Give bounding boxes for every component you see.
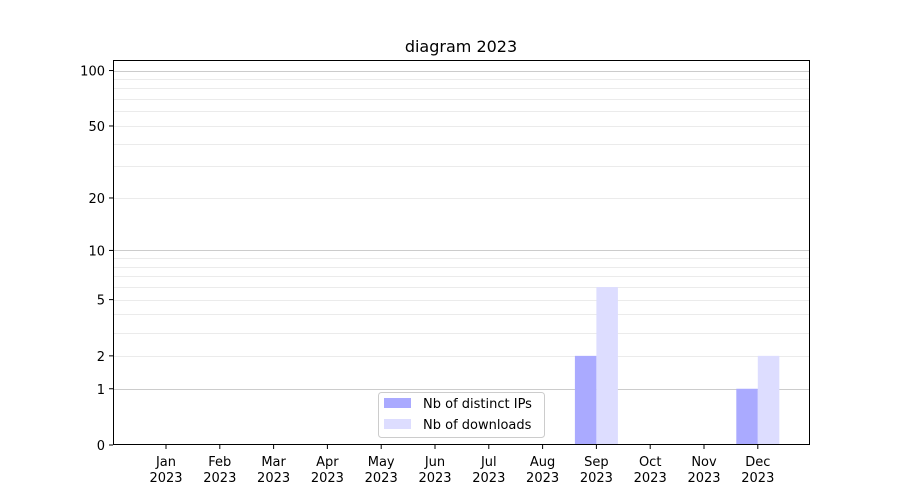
y-tick-label: 0 (97, 439, 105, 454)
x-axis: Jan 2023 Feb 2023 Mar 2023 Apr 2023 May 2023 Jun 20… (149, 445, 774, 486)
y-tick-label: 5 (97, 294, 105, 309)
legend-box (378, 392, 545, 438)
y-tick-label: 20 (88, 192, 105, 207)
legend-swatch (384, 419, 411, 429)
bar-distinct-ips (574, 355, 597, 445)
chart-title: diagram 2023 (405, 37, 517, 56)
legend: Nb of distinct IPs Nb of downloads (378, 392, 545, 438)
legend-label: Nb of downloads (423, 418, 532, 433)
y-axis: 0 1 2 5 10 20 50 100 (80, 65, 113, 454)
x-tick-label: Apr 2023 (311, 455, 344, 486)
y-tick-label: 100 (80, 65, 105, 80)
x-tick-label: May 2023 (365, 455, 398, 486)
x-tick-label: Sep 2023 (580, 455, 613, 486)
bar-downloads (757, 355, 780, 445)
x-tick-label: Nov 2023 (687, 455, 720, 486)
legend-label: Nb of distinct IPs (423, 397, 532, 412)
y-tick-label: 10 (88, 244, 105, 259)
y-tick-label: 1 (97, 383, 105, 398)
x-tick-label: Aug 2023 (526, 455, 559, 486)
bars (574, 287, 780, 445)
legend-swatch (384, 398, 411, 408)
bar-distinct-ips (736, 388, 758, 445)
x-tick-label: Jun 2023 (418, 455, 451, 486)
x-tick-label: Oct 2023 (634, 455, 667, 486)
x-tick-label: Dec 2023 (741, 455, 774, 486)
y-tick-label: 2 (97, 350, 105, 365)
bar-downloads (596, 287, 618, 445)
x-tick-label: Jul 2023 (472, 455, 505, 486)
y-tick-label: 50 (88, 120, 105, 135)
plot-frame (113, 60, 810, 445)
x-tick-label: Jan 2023 (149, 455, 182, 486)
x-tick-label: Mar 2023 (257, 455, 290, 486)
x-tick-label: Feb 2023 (203, 455, 236, 486)
grid (113, 71, 810, 390)
